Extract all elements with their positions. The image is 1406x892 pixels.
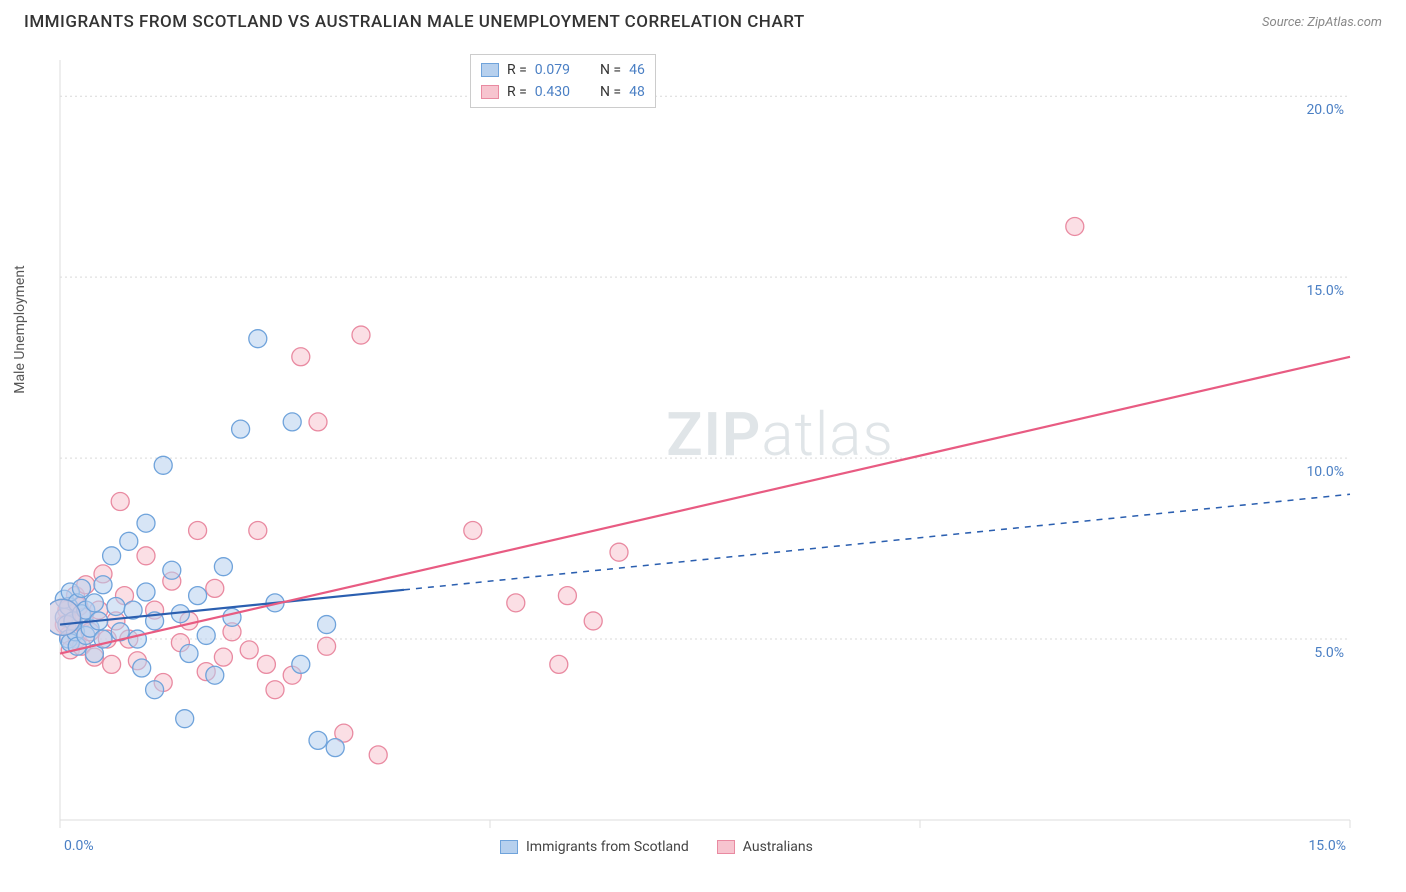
data-point [257, 655, 275, 673]
legend-row: R = 0.079 N = 46 [481, 59, 645, 81]
data-point [318, 616, 336, 634]
data-point [154, 456, 172, 474]
legend-r-value: 0.079 [535, 59, 570, 81]
data-point [189, 521, 207, 539]
data-point [283, 413, 301, 431]
legend-series-name: Immigrants from Scotland [526, 836, 689, 858]
legend-r-value: 0.430 [535, 81, 570, 103]
data-point [507, 594, 525, 612]
data-point [550, 655, 568, 673]
data-point [206, 579, 224, 597]
data-point [292, 348, 310, 366]
correlation-legend: R = 0.079 N = 46 R = 0.430 N = 48 [470, 54, 656, 108]
y-tick-label: 10.0% [1306, 464, 1344, 480]
legend-swatch [481, 85, 499, 99]
data-point [128, 630, 146, 648]
legend-n-value: 48 [629, 81, 645, 103]
data-point [94, 576, 112, 594]
data-point [249, 521, 267, 539]
data-point [223, 608, 241, 626]
data-point [163, 561, 181, 579]
legend-n-label: N = [600, 81, 621, 103]
legend-row: R = 0.430 N = 48 [481, 81, 645, 103]
y-tick-label: 15.0% [1306, 283, 1344, 299]
legend-r-label: R = [507, 59, 527, 81]
data-point [326, 739, 344, 757]
scatter-chart: 5.0% 10.0% 15.0% 20.0% 0.0% 15.0% ZIPatlas [50, 50, 1360, 860]
data-point [309, 731, 327, 749]
data-point [146, 681, 164, 699]
data-point [107, 597, 125, 615]
data-point [103, 547, 121, 565]
y-tick-label: 5.0% [1314, 645, 1344, 661]
data-point [214, 558, 232, 576]
data-point [120, 532, 138, 550]
data-point [137, 514, 155, 532]
data-point [232, 420, 250, 438]
data-point [610, 543, 628, 561]
y-tick-label: 20.0% [1306, 102, 1344, 118]
data-point [352, 326, 370, 344]
chart-title: IMMIGRANTS FROM SCOTLAND VS AUSTRALIAN M… [24, 12, 805, 32]
legend-r-label: R = [507, 81, 527, 103]
data-point [369, 746, 387, 764]
x-tick-label: 0.0% [64, 838, 94, 854]
data-point [103, 655, 121, 673]
data-point [1066, 217, 1084, 235]
data-point [180, 645, 198, 663]
data-point [189, 587, 207, 605]
legend-swatch [500, 840, 518, 854]
data-point [197, 626, 215, 644]
legend-n-label: N = [600, 59, 621, 81]
data-point [292, 655, 310, 673]
data-point [584, 612, 602, 630]
data-point [85, 594, 103, 612]
legend-series-name: Australians [743, 836, 813, 858]
data-point [558, 587, 576, 605]
data-point [240, 641, 258, 659]
data-point [309, 413, 327, 431]
data-point [111, 493, 129, 511]
data-point [318, 637, 336, 655]
legend-n-value: 46 [629, 59, 645, 81]
data-point-large [50, 599, 81, 635]
data-point [266, 681, 284, 699]
data-point [176, 710, 194, 728]
legend-swatch [717, 840, 735, 854]
data-point [137, 547, 155, 565]
source-label: Source: ZipAtlas.com [1262, 15, 1382, 30]
data-point [464, 521, 482, 539]
data-point [214, 648, 232, 666]
data-point [133, 659, 151, 677]
watermark: ZIPatlas [666, 399, 894, 470]
legend-swatch [481, 63, 499, 77]
y-axis-label: Male Unemployment [12, 265, 28, 393]
legend-item: Immigrants from Scotland [500, 836, 689, 858]
chart-container: Male Unemployment 5.0%10.0%15.0%20.0%0.0… [50, 50, 1390, 850]
legend-item: Australians [717, 836, 813, 858]
x-tick-label: 15.0% [1308, 838, 1346, 854]
series-legend: Immigrants from Scotland Australians [500, 836, 813, 858]
data-point [73, 579, 91, 597]
data-point [206, 666, 224, 684]
data-point [249, 330, 267, 348]
data-point [137, 583, 155, 601]
